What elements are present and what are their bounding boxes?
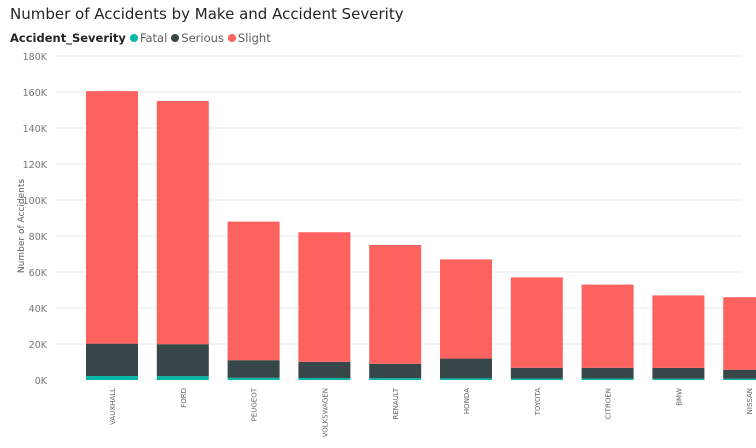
bar-slight <box>86 91 138 344</box>
bar-fatal <box>227 377 280 380</box>
x-tick-label: PEUGEOT <box>251 387 259 421</box>
bar-slight <box>581 284 634 368</box>
chart-title: Number of Accidents by Make and Accident… <box>10 5 404 23</box>
legend-item-serious[interactable]: Serious <box>171 31 224 45</box>
y-axis-title: Number of Accidents <box>17 179 27 273</box>
bar-serious <box>440 358 492 379</box>
bar-fatal <box>440 378 492 380</box>
bar-serious <box>156 344 209 377</box>
bar-serious <box>86 343 138 377</box>
legend-marker-slight <box>227 34 236 42</box>
x-tick-label: CITROEN <box>605 388 613 419</box>
bar-slight <box>156 101 209 345</box>
y-tick-label: 160K <box>23 88 48 99</box>
legend-label-slight: Slight <box>237 31 271 45</box>
bar-serious <box>227 360 280 378</box>
legend: Accident_Severity Fatal Serious Slight <box>10 31 275 45</box>
legend-label-fatal: Fatal <box>139 31 168 45</box>
bar-slight <box>510 277 563 368</box>
legend-title: Accident_Severity <box>10 31 126 45</box>
y-tick-label: 100K <box>23 196 48 207</box>
bar-fatal <box>156 376 209 380</box>
bar-fatal <box>581 378 634 380</box>
x-tick-label: NISSAN <box>746 388 754 414</box>
legend-label-serious: Serious <box>181 31 224 45</box>
x-tick-label: VOLKSWAGEN <box>321 388 329 437</box>
x-tick-label: BMW <box>675 388 683 406</box>
y-tick-label: 80K <box>29 232 48 243</box>
bar-fatal <box>510 378 563 380</box>
legend-marker-fatal <box>129 34 138 42</box>
bar-slight <box>369 245 422 364</box>
bar-slight <box>440 259 492 359</box>
bar-serious <box>369 363 422 379</box>
bar-serious <box>652 367 705 379</box>
y-tick-label: 60K <box>29 268 48 279</box>
bar-slight <box>227 221 280 361</box>
legend-item-fatal[interactable]: Fatal <box>129 31 168 45</box>
x-tick-label: TOYOTA <box>534 388 542 417</box>
bar-slight <box>652 295 705 368</box>
x-tick-label: HONDA <box>463 388 471 414</box>
y-tick-label: 20K <box>29 340 48 351</box>
bar-slight <box>723 297 756 370</box>
y-tick-label: 140K <box>23 124 48 135</box>
bar-fatal <box>298 378 351 380</box>
legend-marker-serious <box>171 34 180 42</box>
bar-serious <box>723 369 756 379</box>
bar-serious <box>510 367 563 379</box>
x-tick-label: FORD <box>180 388 188 408</box>
bar-fatal <box>369 378 422 380</box>
bar-serious <box>298 361 351 379</box>
y-tick-label: 180K <box>23 52 48 63</box>
bar-slight <box>298 232 351 362</box>
bar-fatal <box>86 376 138 380</box>
bar-serious <box>581 367 634 379</box>
y-tick-label: 120K <box>23 160 48 171</box>
y-tick-label: 0K <box>35 376 48 387</box>
y-tick-label: 40K <box>29 304 48 315</box>
legend-item-slight[interactable]: Slight <box>227 31 271 45</box>
x-tick-label: VAUXHALL <box>109 388 117 425</box>
bar-fatal <box>723 378 756 380</box>
x-tick-label: RENAULT <box>392 387 400 419</box>
bar-fatal <box>652 378 705 380</box>
